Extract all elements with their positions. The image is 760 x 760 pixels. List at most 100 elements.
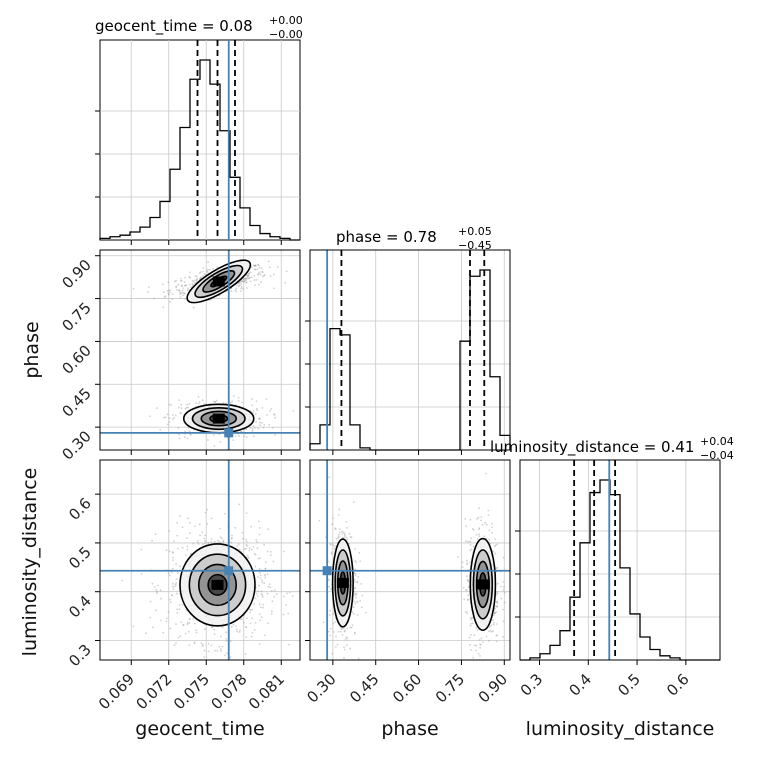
sample-point: [180, 277, 182, 280]
sample-point: [246, 554, 249, 557]
sample-point: [189, 532, 191, 535]
sample-point: [252, 435, 255, 438]
sample-point: [283, 595, 285, 598]
sample-point: [259, 574, 262, 577]
sample-point: [188, 430, 191, 433]
sample-point: [264, 567, 267, 570]
sample-point: [245, 428, 248, 431]
sample-point: [254, 264, 257, 267]
sample-point: [476, 538, 479, 540]
sample-point: [155, 588, 158, 591]
sample-point: [247, 556, 250, 559]
sample-point: [198, 400, 201, 403]
sample-point: [461, 566, 464, 568]
sample-point: [268, 266, 271, 269]
sample-point: [197, 396, 200, 398]
sample-point: [195, 402, 198, 404]
sample-point: [341, 633, 344, 636]
sample-point: [356, 581, 359, 584]
sample-point: [261, 421, 263, 424]
sample-point: [471, 616, 474, 619]
sample-point: [273, 413, 275, 416]
sample-point: [241, 531, 244, 534]
sample-point: [494, 607, 496, 610]
sample-point: [257, 557, 260, 560]
sample-point: [249, 622, 252, 625]
sample-point: [270, 408, 273, 410]
sample-point: [193, 281, 196, 284]
sample-point: [340, 530, 343, 533]
sample-point: [183, 435, 186, 438]
sample-point: [186, 437, 189, 440]
sample-point: [197, 402, 200, 405]
sample-point: [346, 637, 349, 640]
sample-point: [186, 548, 189, 551]
sample-point: [475, 534, 478, 536]
sample-point: [176, 572, 179, 574]
sample-point: [220, 650, 223, 652]
sample-point: [502, 635, 505, 638]
sample-point: [196, 277, 199, 280]
sample-point: [494, 612, 496, 615]
ylabel-phase: phase: [21, 321, 43, 378]
sample-point: [224, 402, 227, 405]
sample-point: [168, 550, 171, 553]
sample-point: [161, 283, 164, 286]
sample-point: [171, 567, 174, 570]
title-phase-sup: +0.05: [458, 225, 492, 238]
sample-point: [269, 410, 271, 412]
sample-point: [240, 283, 243, 286]
sample-point: [207, 439, 209, 441]
sample-point: [238, 283, 241, 285]
sample-point: [168, 403, 171, 406]
sample-point: [206, 270, 208, 273]
sample-point: [351, 611, 354, 614]
sample-point: [258, 283, 260, 286]
title-geocent-time-sub: −0.00: [269, 28, 303, 41]
density-peak: [211, 579, 224, 590]
sample-point: [170, 571, 173, 574]
sample-point: [496, 600, 498, 603]
sample-point: [246, 545, 249, 547]
title-phase-main: phase = 0.78: [336, 228, 437, 246]
sample-point: [334, 527, 337, 530]
sample-point: [254, 565, 257, 568]
sample-point: [253, 268, 256, 270]
sample-point: [469, 544, 472, 546]
sample-point: [352, 606, 355, 609]
histogram-step: [99, 59, 300, 241]
sample-point: [248, 549, 251, 552]
sample-point: [252, 546, 255, 548]
sample-point: [500, 585, 502, 588]
sample-point: [337, 535, 340, 538]
sample-point: [350, 536, 353, 538]
sample-point: [463, 598, 466, 601]
sample-point: [364, 611, 367, 614]
sample-point: [229, 640, 232, 642]
sample-point: [470, 548, 473, 551]
sample-point: [492, 550, 494, 553]
sample-point: [201, 645, 204, 647]
sample-point: [241, 401, 243, 404]
sample-point: [251, 430, 254, 432]
sample-point: [480, 637, 483, 640]
sample-point: [210, 541, 213, 543]
sample-point: [219, 648, 222, 650]
sample-point: [356, 614, 359, 616]
sample-point: [202, 643, 205, 646]
sample-point: [496, 623, 498, 625]
sample-point: [145, 632, 147, 635]
sample-point: [188, 283, 191, 286]
sample-point: [166, 617, 168, 620]
sample-point: [488, 538, 490, 541]
sample-point: [247, 275, 250, 277]
sample-point: [171, 594, 173, 597]
sample-point: [203, 537, 206, 540]
sample-point: [263, 424, 266, 426]
sample-point: [186, 545, 189, 548]
sample-point: [258, 613, 261, 615]
sample-point: [274, 433, 276, 436]
sample-point: [238, 435, 240, 438]
sample-point: [148, 286, 150, 288]
sample-point: [237, 400, 240, 402]
